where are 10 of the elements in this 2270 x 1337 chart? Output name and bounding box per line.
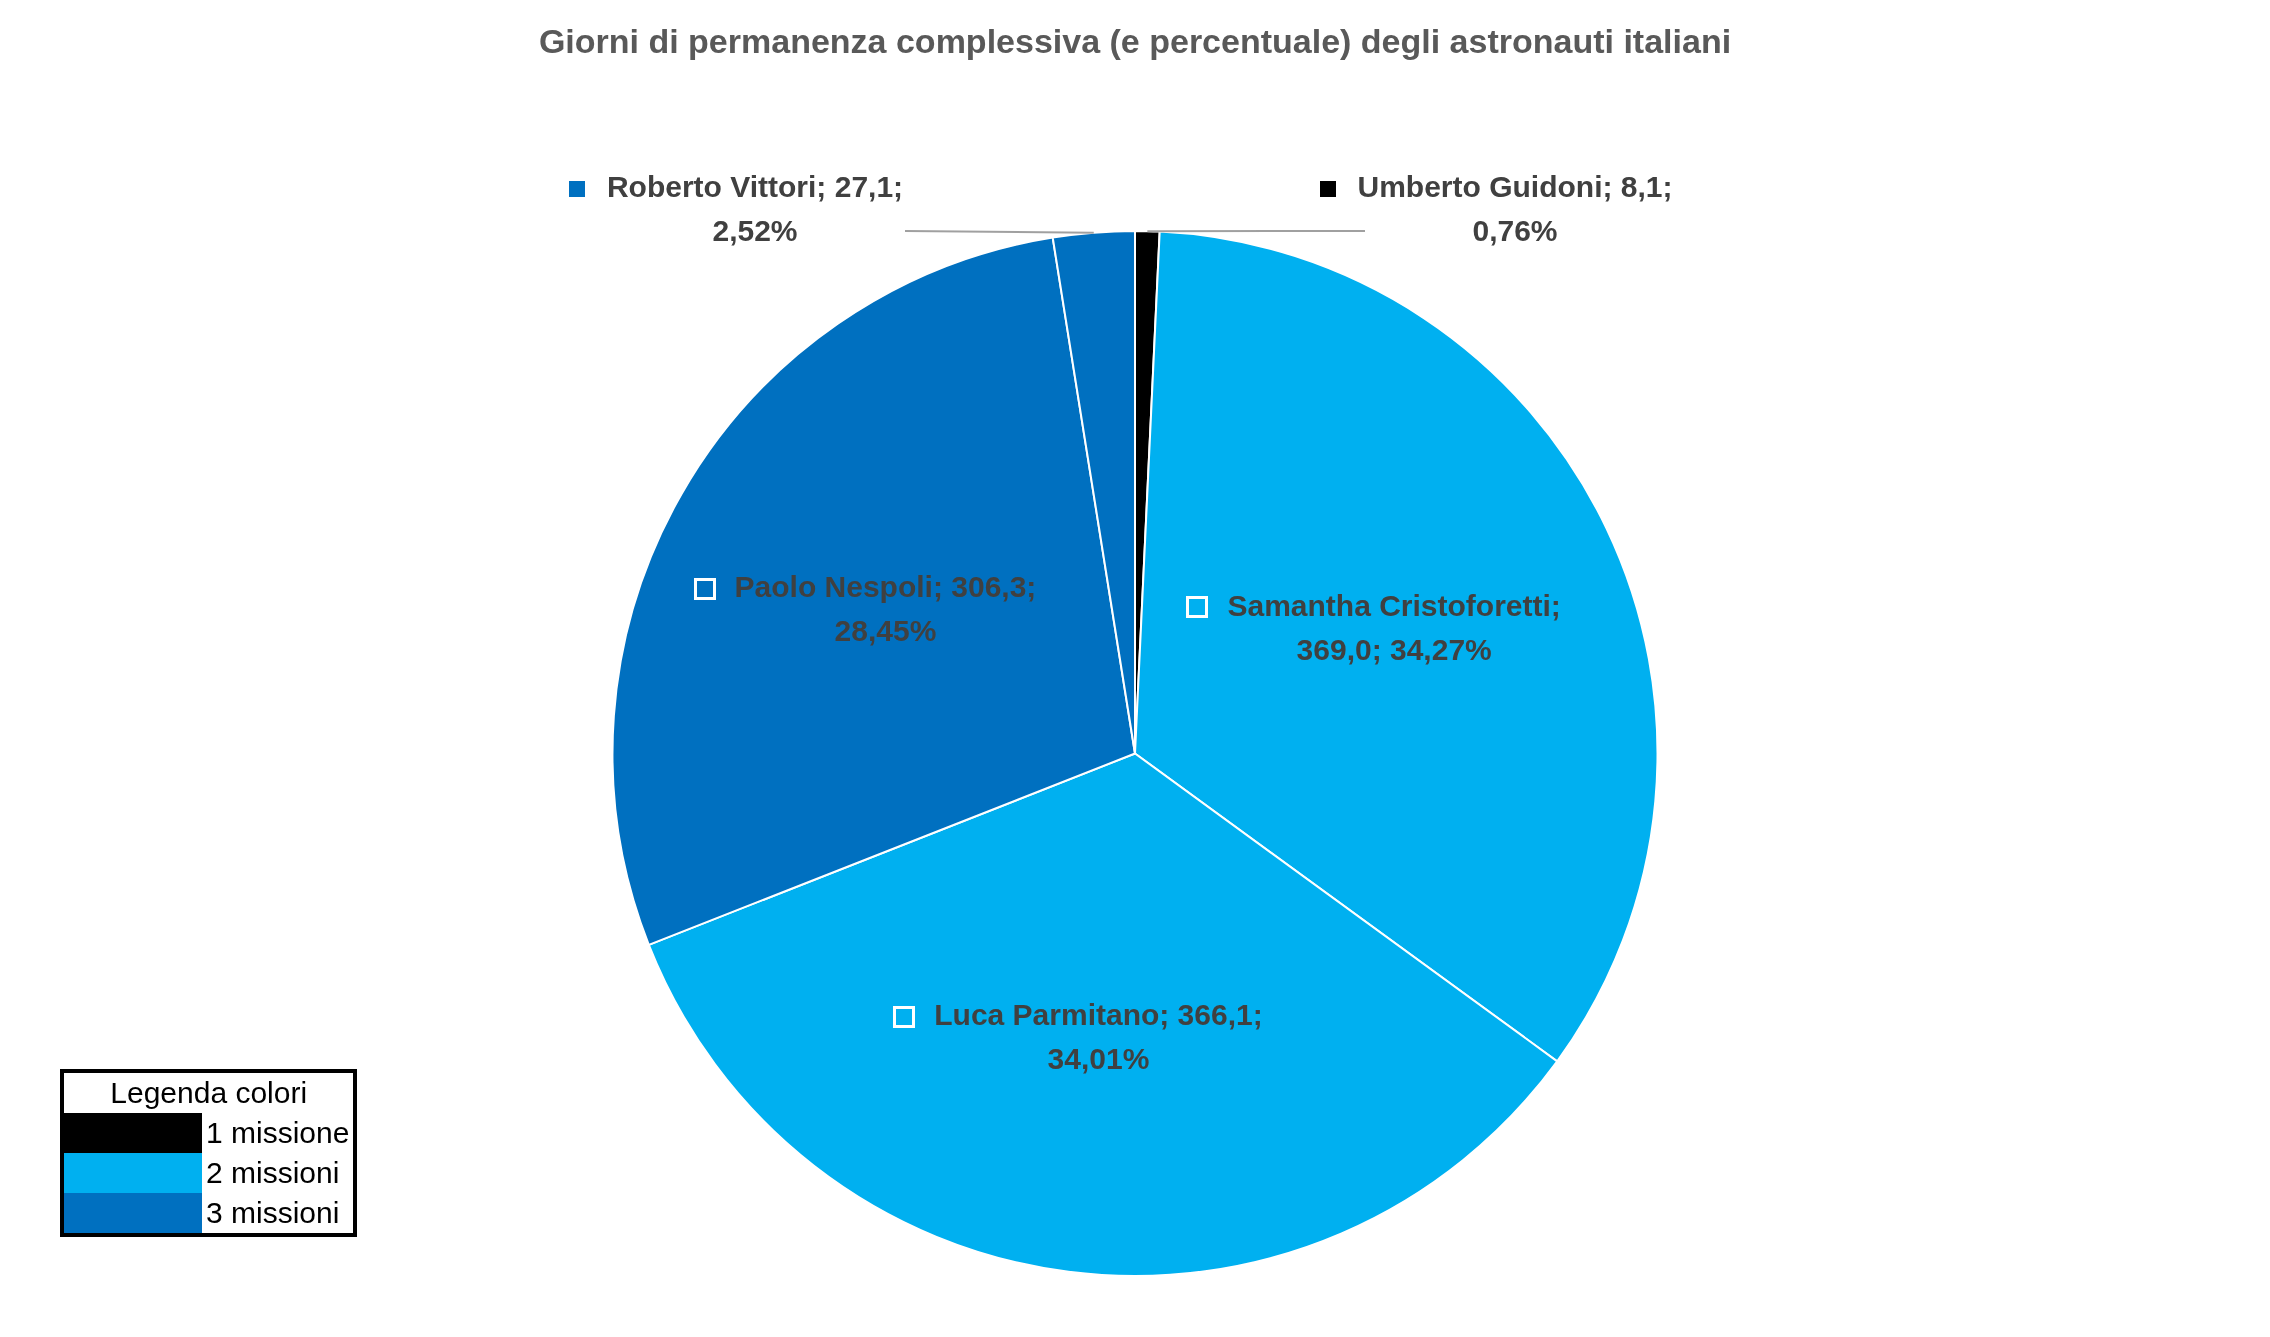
legend-label: Umberto Guidoni; 8,1; 0,76% bbox=[1357, 170, 1673, 248]
legend-label: Luca Parmitano; 366,1; 34,01% bbox=[934, 997, 1263, 1075]
chart-title: Giorni di permanenza complessiva (e percentuale) degli astronauti italiani bbox=[537, 22, 1733, 61]
text: 2 missioni bbox=[205, 1155, 341, 1191]
legend-title: Legenda colori bbox=[109, 1075, 309, 1111]
legend-label: Paolo Nespoli; 306,3; 28,45% bbox=[734, 570, 1037, 648]
legend-label: Samantha Cristoforetti; 369,0; 34,27% bbox=[1227, 588, 1561, 666]
text: 1 missione bbox=[205, 1115, 351, 1151]
text: 3 missioni bbox=[205, 1195, 341, 1231]
legend-label: Roberto Vittori; 27,1; 2,52% bbox=[606, 170, 904, 248]
